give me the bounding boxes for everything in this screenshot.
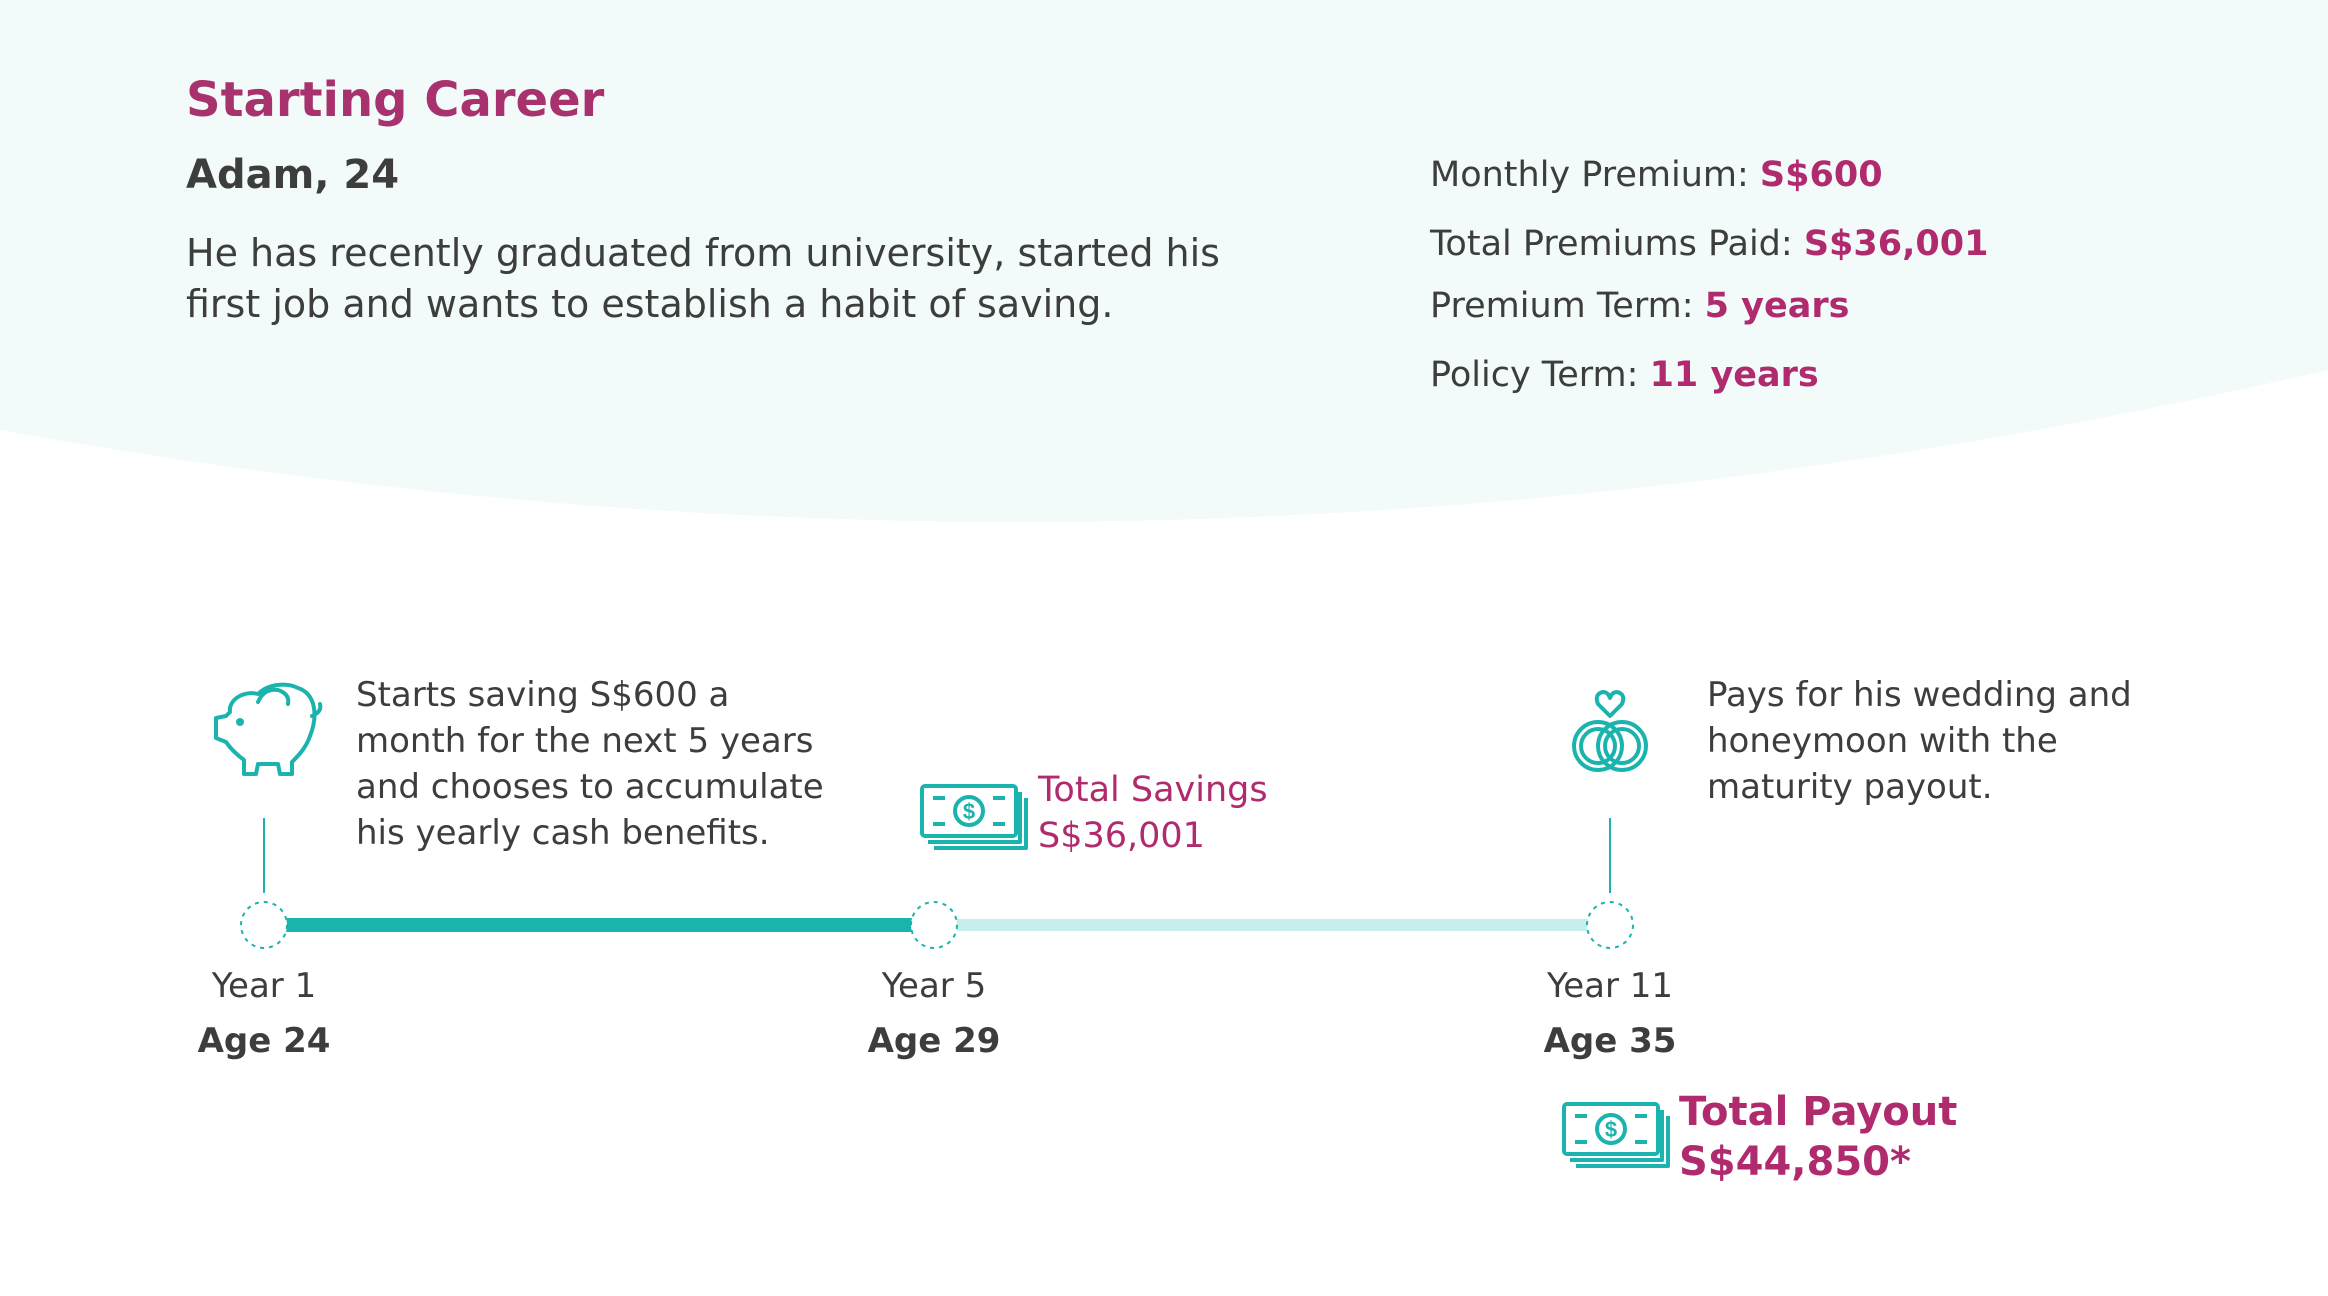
cash-stack-icon	[1562, 1102, 1670, 1168]
persona-name: Adam, 24	[186, 152, 400, 198]
premium-term: Premium Term: 5 years	[1430, 286, 1849, 326]
dollar-sign-glyph: $	[963, 799, 975, 824]
premium-term-label: Premium Term:	[1430, 286, 1705, 326]
milestone-year-11: Year 11	[1546, 966, 1674, 1006]
node-year-5	[910, 901, 958, 949]
wedding-rings-icon	[1572, 690, 1648, 772]
total-premiums-paid-label: Total Premiums Paid:	[1430, 224, 1804, 264]
piggy-bank-icon	[214, 682, 323, 776]
end-note: Pays for his wedding and honeymoon with …	[1707, 675, 2132, 807]
monthly-premium-label: Monthly Premium:	[1430, 155, 1760, 195]
page-title: Starting Career	[186, 72, 605, 128]
hero-background	[0, 0, 2328, 522]
total-savings-label: Total Savings	[1038, 770, 1268, 810]
premium-term-value: 5 years	[1704, 286, 1850, 326]
total-premiums-paid: Total Premiums Paid: S$36,001	[1430, 224, 1988, 264]
total-payout-label: Total Payout	[1679, 1089, 1958, 1135]
total-payout-value: S$44,850*	[1679, 1139, 1911, 1185]
policy-term-label: Policy Term:	[1430, 355, 1650, 395]
milestone-age-35: Age 35	[1543, 1021, 1677, 1061]
cash-stack-icon	[920, 784, 1028, 850]
node-year-11	[1586, 901, 1634, 949]
milestone-age-24: Age 24	[197, 1021, 331, 1061]
milestone-year-5: Year 5	[881, 966, 987, 1006]
total-premiums-paid-value: S$36,001	[1803, 224, 1989, 264]
dollar-sign-glyph: $	[1605, 1117, 1617, 1142]
monthly-premium-value: S$600	[1759, 155, 1883, 195]
policy-term: Policy Term: 11 years	[1430, 355, 1819, 395]
milestone-age-29: Age 29	[867, 1021, 1001, 1061]
policy-term-value: 11 years	[1649, 355, 1819, 395]
milestone-year-1: Year 1	[211, 966, 317, 1006]
monthly-premium: Monthly Premium: S$600	[1430, 155, 1883, 195]
total-savings-value: S$36,001	[1038, 816, 1205, 856]
start-note: Starts saving S$600 a month for the next…	[356, 675, 824, 853]
node-year-1	[240, 901, 288, 949]
persona-description: He has recently graduated from universit…	[186, 231, 1220, 326]
